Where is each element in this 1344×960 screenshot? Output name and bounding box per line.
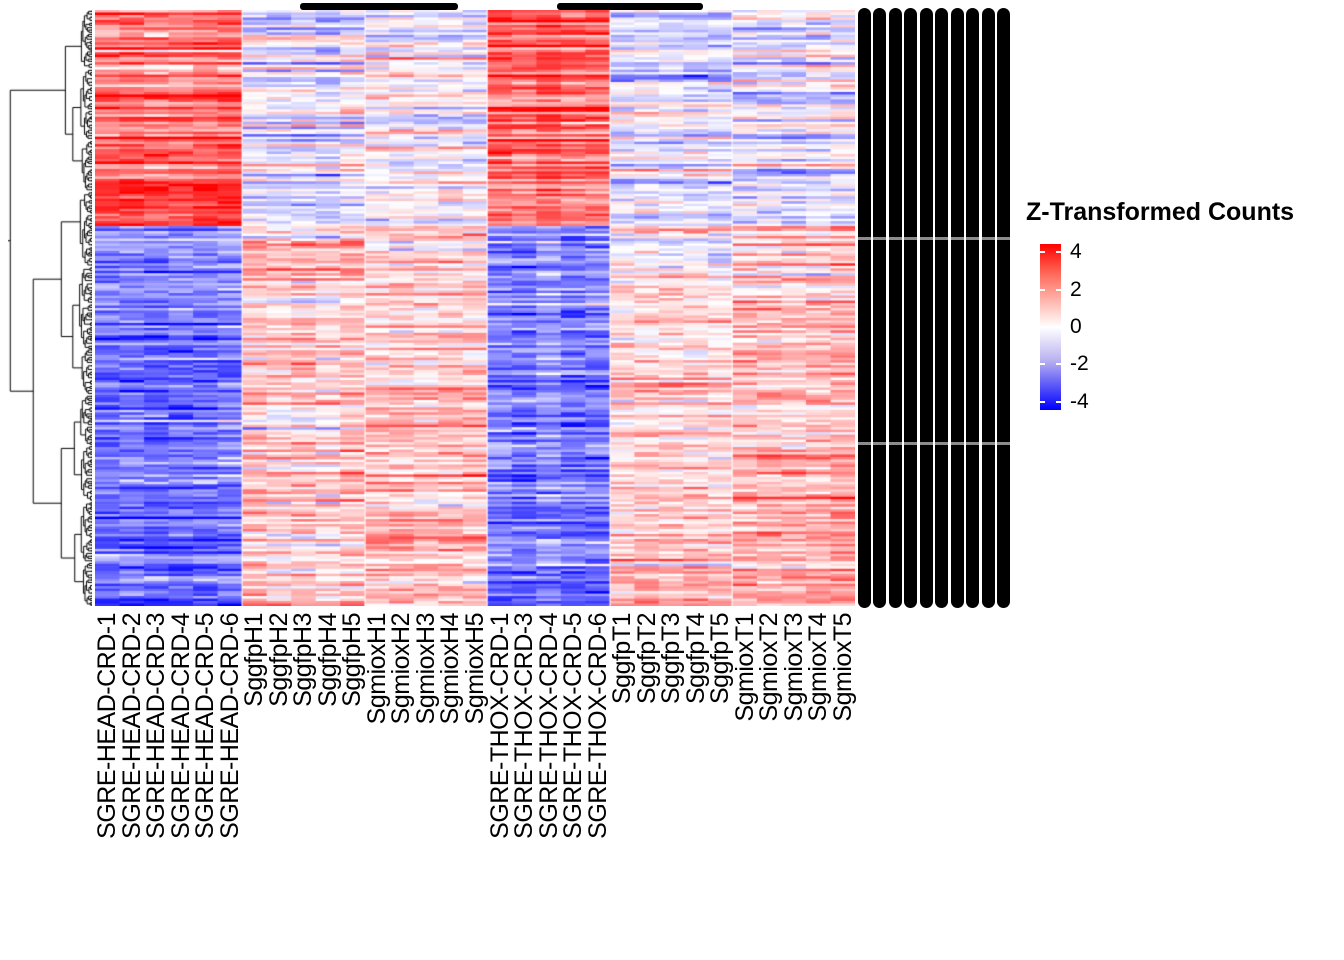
row-label-gap [858,442,1014,445]
col-label: SGRE-HEAD-CRD-6 [215,613,244,839]
row-label-bar [950,8,964,608]
col-label: SggfpH5 [338,613,367,707]
row-label-bar [873,8,887,608]
legend-tick-mark [1040,326,1045,328]
legend-title: Z-Transformed Counts [1026,198,1295,226]
top-crop-artifact-left [300,3,458,10]
legend-tick-mark [1040,251,1045,254]
row-label-bar [919,8,933,608]
col-label: SgmioxH5 [461,613,489,725]
col-label: SggfpT2 [632,613,661,705]
col-label: SGRE-THOX-CRD-1 [485,613,514,839]
row-label-bar [981,8,995,608]
row-label-block [858,8,1014,608]
col-label: SGRE-HEAD-CRD-1 [93,613,122,839]
col-label: SggfpT1 [608,613,637,705]
col-label: SgmioxH2 [387,613,416,725]
legend-tick-mark [1040,288,1045,291]
col-label: SggfpH3 [289,613,318,707]
col-label: SGRE-HEAD-CRD-4 [166,613,195,839]
col-label: SgmioxT5 [828,613,857,722]
legend-tick-mark [1056,400,1061,403]
col-label: SGRE-HEAD-CRD-3 [142,613,171,839]
row-dendrogram [8,10,92,606]
legend-tick-mark [1056,363,1061,366]
col-label: SggfpH1 [240,613,269,707]
row-label-bar [966,8,980,608]
legend-tick-mark [1056,288,1061,291]
legend-tick-mark [1040,400,1045,403]
legend-tick-label: 2 [1070,277,1082,301]
col-label: SggfpT4 [681,613,710,705]
legend-tick-mark [1040,363,1045,366]
col-label: SgmioxT4 [804,613,833,722]
col-label: SGRE-THOX-CRD-6 [583,613,612,839]
col-label: SGRE-HEAD-CRD-5 [191,613,220,839]
legend-tick-label: -4 [1070,389,1089,413]
legend-tick-mark [1056,251,1061,254]
col-label: SGRE-HEAD-CRD-2 [117,613,146,839]
col-label: SGRE-THOX-CRD-5 [559,613,588,839]
col-label: SggfpH4 [313,613,342,707]
top-crop-artifact-right [557,3,703,10]
col-label: SggfpH2 [264,613,293,707]
legend-colorbar [1040,244,1061,410]
col-label: SgmioxT2 [755,613,784,722]
col-label: SggfpT5 [706,613,735,705]
col-label: SGRE-THOX-CRD-3 [510,613,539,839]
col-label: SgmioxT3 [779,613,808,722]
legend-tick-label: -2 [1070,352,1089,376]
row-label-bar [858,8,871,608]
heatmap-matrix [95,10,855,606]
row-label-bar [888,8,902,608]
col-label: SgmioxH4 [436,613,465,725]
row-label-bar [935,8,949,608]
row-label-bar [904,8,918,608]
col-label: SggfpT3 [657,613,686,705]
legend-tick-mark [1056,326,1061,328]
row-label-gap [858,237,1014,240]
legend-tick-label: 4 [1070,240,1082,264]
col-label: SgmioxT1 [730,613,759,722]
legend: Z-Transformed Counts 4 2 0 -2 -4 [1026,198,1344,428]
row-label-bar [996,8,1010,608]
legend-tick-label: 0 [1070,315,1082,338]
col-label: SGRE-THOX-CRD-4 [534,613,563,839]
